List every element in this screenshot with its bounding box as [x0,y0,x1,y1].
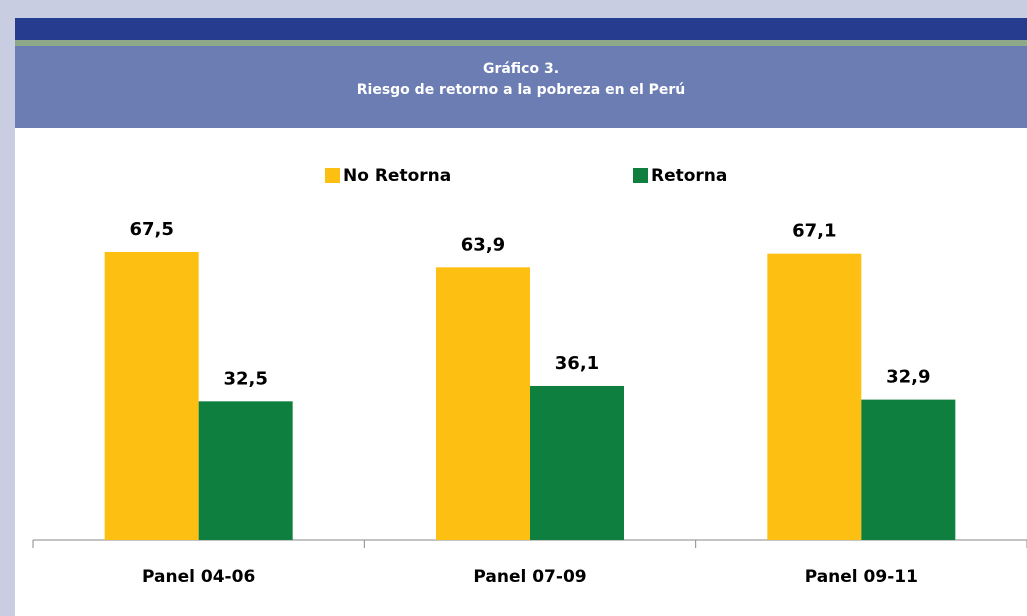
bar [198,401,293,540]
data-label: 32,9 [886,367,930,388]
bar [530,385,624,540]
bar [767,253,862,540]
data-label: 63,9 [461,234,505,255]
bar [104,251,199,541]
x-tick-label: Panel 04-06 [142,567,255,587]
data-label: 36,1 [555,353,599,374]
top-band [15,18,1027,40]
legend-label: No Retorna [343,166,451,186]
chart-title: Gráfico 3. [483,61,559,77]
legend-label: Retorna [651,166,727,186]
legend-swatch [633,168,648,183]
chart-subtitle: Riesgo de retorno a la pobreza en el Per… [357,82,686,98]
bar [436,267,530,540]
bar [861,399,956,540]
data-label: 67,1 [792,221,836,242]
data-label: 67,5 [129,219,173,240]
data-label: 32,5 [223,368,267,389]
stripe [15,40,1027,46]
x-tick-label: Panel 09-11 [805,567,918,587]
title-box [15,46,1027,128]
legend-swatch [325,168,340,183]
x-tick-label: Panel 07-09 [473,567,586,587]
